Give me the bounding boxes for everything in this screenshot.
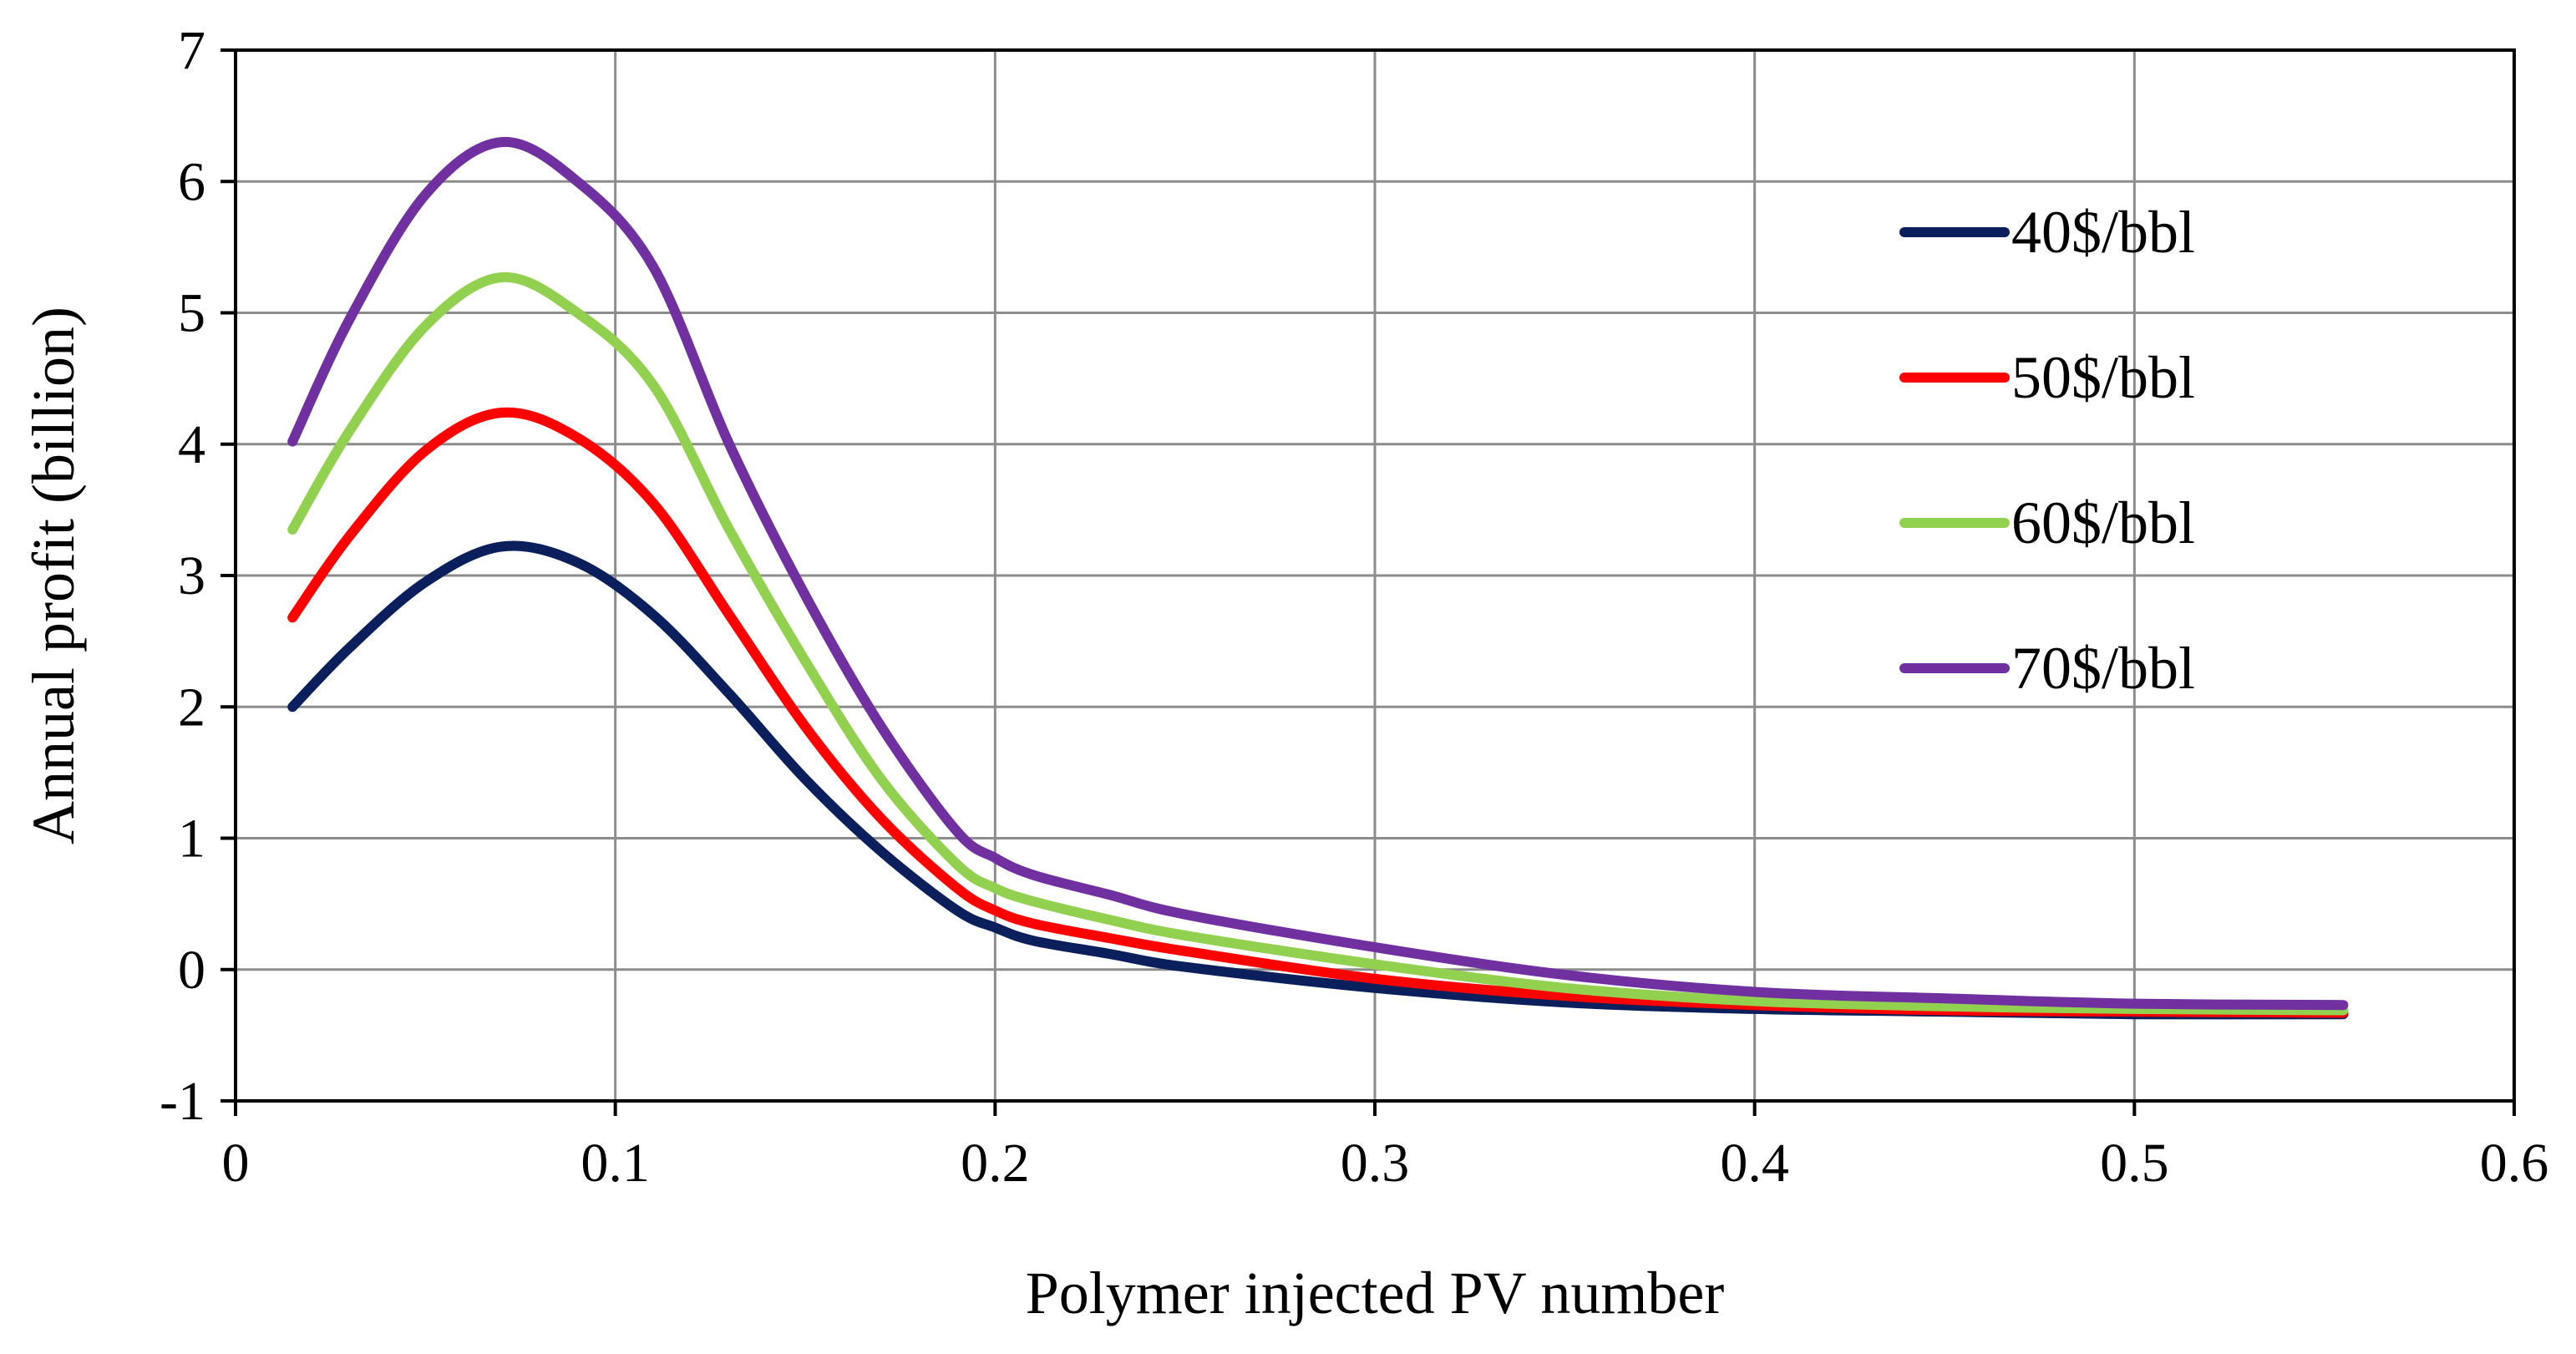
series-lines — [287, 137, 2349, 1020]
legend-label: 70$/bbl — [2011, 635, 2195, 702]
legend-label: 60$/bbl — [2011, 489, 2195, 556]
y-tick-label: 6 — [178, 151, 205, 212]
y-tick-label: 5 — [178, 283, 205, 344]
x-tick-label: 0 — [222, 1133, 250, 1194]
series-line-1 — [287, 540, 2349, 1020]
series-line-4 — [287, 137, 2349, 1011]
y-tick-label: 4 — [178, 414, 205, 475]
y-tick-label: 1 — [178, 809, 205, 870]
x-tick-label: 0.1 — [581, 1133, 650, 1194]
y-axis-title: Annual profit (billion) — [20, 307, 87, 844]
x-axis-title: Polymer injected PV number — [1026, 1260, 1725, 1326]
x-tick-label: 0.5 — [2100, 1133, 2169, 1194]
y-tick-label: 7 — [178, 20, 205, 81]
y-tick-label: 3 — [178, 545, 205, 606]
legend: 40$/bbl 50$/bbl 60$/bbl 70$/bbl — [1899, 199, 2195, 702]
legend-label: 40$/bbl — [2011, 199, 2195, 266]
legend-label: 50$/bbl — [2011, 344, 2195, 411]
y-tick-label: 2 — [178, 677, 205, 738]
axes: -1 0 1 2 3 4 5 6 7 0 0.1 0.2 0.3 0.4 0.5 0.6 — [160, 20, 2548, 1194]
grid — [236, 50, 2514, 1101]
x-tick-label: 0.3 — [1341, 1133, 1410, 1194]
series-line-3 — [287, 271, 2349, 1016]
x-tick-label: 0.6 — [2480, 1133, 2549, 1194]
x-tick-label: 0.4 — [1720, 1133, 1789, 1194]
x-tick-label: 0.2 — [961, 1133, 1030, 1194]
y-tick-label: 0 — [178, 940, 205, 1001]
y-tick-label: -1 — [160, 1071, 205, 1132]
